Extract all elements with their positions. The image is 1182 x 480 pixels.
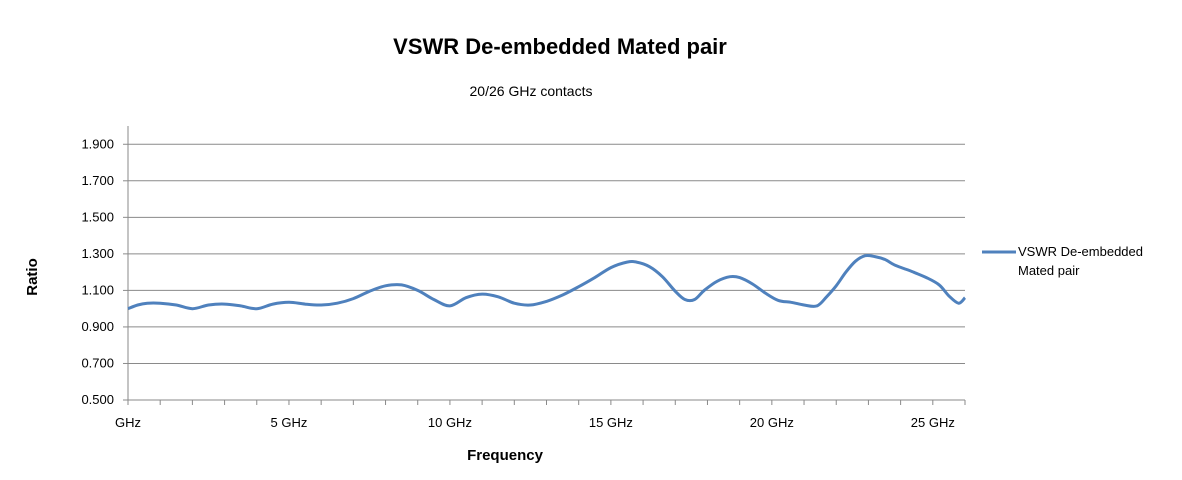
y-tick-label: 0.700 (81, 355, 114, 370)
y-tick-label: 1.300 (81, 246, 114, 261)
x-tick-label: 25 GHz (911, 415, 955, 430)
series-line (127, 253, 967, 311)
x-tick-label: 10 GHz (428, 415, 472, 430)
legend-label: VSWR De-embedded Mated pair (1018, 244, 1147, 278)
x-tick-label: 5 GHz (271, 415, 308, 430)
chart-subtitle: 20/26 GHz contacts (470, 83, 593, 99)
y-tick-label: 0.900 (81, 319, 114, 334)
legend: VSWR De-embedded Mated pair (982, 244, 1147, 278)
y-axis-ticks: 0.500 0.700 0.900 1.100 1.300 1.500 1.700 1.900 (81, 136, 128, 407)
x-tick-label: GHz (115, 415, 141, 430)
x-tick-label: 15 GHz (589, 415, 633, 430)
x-axis-ticks: GHz 5 GHz 10 GHz 15 GHz 20 GHz 25 GHz (115, 400, 966, 430)
y-tick-label: 1.500 (81, 209, 114, 224)
gridlines (128, 143, 965, 364)
chart-title: VSWR De-embedded Mated pair (393, 34, 727, 59)
y-tick-label: 1.100 (81, 282, 114, 297)
x-axis-title: Frequency (467, 447, 544, 464)
y-tick-label: 0.500 (81, 392, 114, 407)
x-tick-label: 20 GHz (750, 415, 794, 430)
y-tick-label: 1.900 (81, 136, 114, 151)
series-group (127, 253, 967, 311)
y-axis-title: Ratio (24, 258, 41, 296)
y-tick-label: 1.700 (81, 173, 114, 188)
